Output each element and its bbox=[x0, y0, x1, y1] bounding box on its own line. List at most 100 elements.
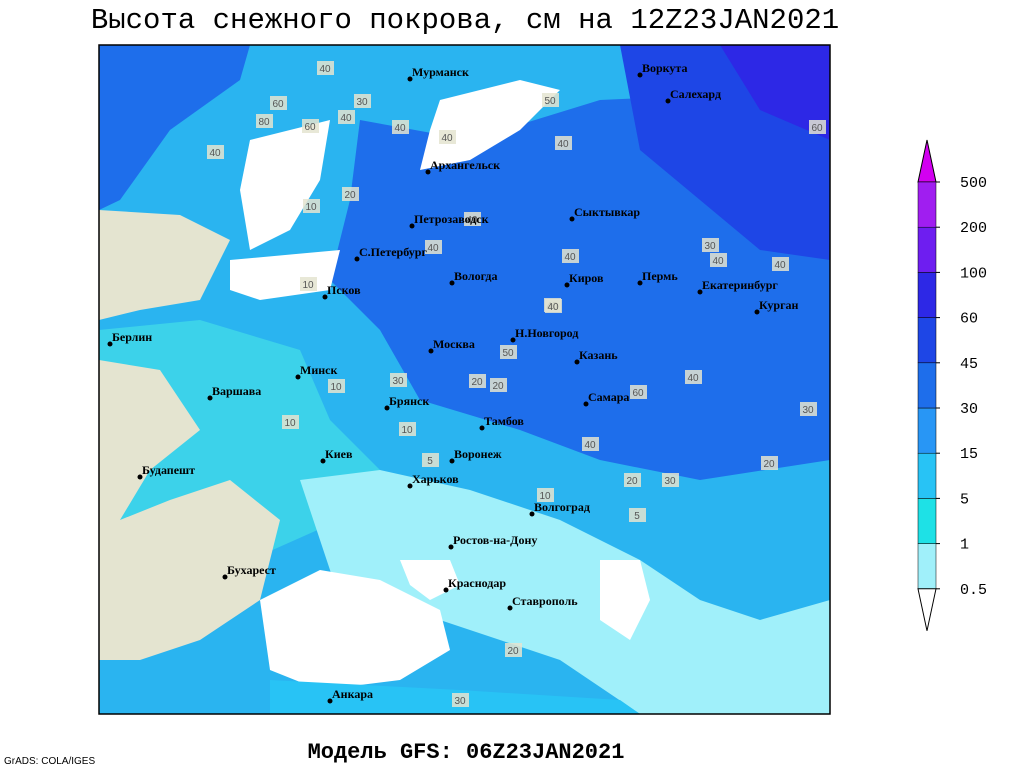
contour-label: 30 bbox=[802, 405, 814, 416]
contour-label-box bbox=[505, 643, 522, 657]
city-dot bbox=[407, 76, 413, 82]
contour-label: 40 bbox=[584, 440, 596, 451]
contour-label: 60 bbox=[272, 99, 284, 110]
contour-label: 10 bbox=[284, 418, 296, 429]
colorbar-label: 500 bbox=[960, 175, 987, 192]
contour-label: 60 bbox=[811, 123, 823, 134]
colorbar-bottom bbox=[917, 588, 937, 631]
contour-label-box bbox=[630, 385, 647, 399]
city-label: Пермь bbox=[642, 269, 678, 283]
contour-label: 40 bbox=[209, 148, 221, 159]
contour-label: 5 bbox=[427, 456, 433, 467]
city-label: Курган bbox=[759, 298, 799, 312]
colorbar-label: 45 bbox=[960, 356, 978, 373]
city-label: Москва bbox=[433, 337, 475, 351]
city-label: Бухарест bbox=[227, 563, 276, 577]
city-label: Псков bbox=[327, 283, 361, 297]
colorbar-band bbox=[917, 543, 937, 590]
city-dot bbox=[564, 282, 570, 288]
colorbar-label: 15 bbox=[960, 446, 978, 463]
city-label: Петрозаводск bbox=[414, 212, 489, 226]
colorbar-band bbox=[917, 407, 937, 454]
contour-label: 10 bbox=[539, 491, 551, 502]
city-dot bbox=[222, 574, 228, 580]
city-dot bbox=[107, 341, 113, 347]
city-label: Ставрополь bbox=[512, 594, 578, 608]
contour-label: 30 bbox=[392, 376, 404, 387]
contour-label-box bbox=[582, 437, 599, 451]
city-dot bbox=[697, 289, 703, 295]
contour-label-box bbox=[772, 257, 789, 271]
map-title: Высота снежного покрова, см на 12Z23JAN2… bbox=[91, 4, 839, 37]
contour-label-box bbox=[338, 110, 355, 124]
contour-label: 50 bbox=[544, 96, 556, 107]
contour-label: 40 bbox=[547, 302, 559, 313]
contour-label-box bbox=[542, 93, 559, 107]
contour-label: 40 bbox=[427, 243, 439, 254]
contour-label: 40 bbox=[687, 373, 699, 384]
contour-label: 50 bbox=[502, 348, 514, 359]
colorbar-band bbox=[917, 498, 937, 544]
colorbar-label: 0.5 bbox=[960, 582, 987, 599]
city-label: Вологда bbox=[454, 269, 498, 283]
city-label: Харьков bbox=[412, 472, 459, 486]
contour-label-box bbox=[399, 422, 416, 436]
contour-label: 40 bbox=[394, 123, 406, 134]
city-label: Тамбов bbox=[484, 414, 524, 428]
contour-label-box bbox=[624, 473, 641, 487]
contour-label-box bbox=[800, 402, 817, 416]
contour-label-box bbox=[256, 114, 273, 128]
contour-label: 40 bbox=[564, 252, 576, 263]
city-dot bbox=[384, 405, 390, 411]
city-label: Волгоград bbox=[534, 500, 590, 514]
city-label: Воронеж bbox=[454, 447, 502, 461]
contour-label-box bbox=[685, 370, 702, 384]
colorbar-band bbox=[917, 226, 937, 273]
colorbar-label: 30 bbox=[960, 401, 978, 418]
contour-label-box bbox=[354, 94, 371, 108]
black-sea bbox=[260, 570, 450, 690]
city-dot bbox=[428, 348, 434, 354]
contour-label-box bbox=[500, 345, 517, 359]
city-label: Краснодар bbox=[448, 576, 506, 590]
city-dot bbox=[569, 216, 575, 222]
city-dot bbox=[354, 256, 360, 262]
city-label: Мурманск bbox=[412, 65, 469, 79]
contour-label: 60 bbox=[632, 388, 644, 399]
city-label: Н.Новгород bbox=[515, 326, 578, 340]
city-label: Салехард bbox=[670, 87, 721, 101]
contour-label-box bbox=[562, 249, 579, 263]
contour-label-box bbox=[207, 145, 224, 159]
contour-label: 30 bbox=[664, 476, 676, 487]
city-dot bbox=[510, 337, 516, 343]
colorbar-label: 200 bbox=[960, 220, 987, 237]
colorbar-top bbox=[917, 139, 937, 183]
contour-label: 60 bbox=[304, 122, 316, 133]
map-frame bbox=[98, 44, 831, 715]
contour-label-box bbox=[761, 456, 778, 470]
contour-label: 30 bbox=[704, 241, 716, 252]
contour-label-box bbox=[303, 199, 320, 213]
city-label: Будапешт bbox=[142, 463, 195, 477]
city-dot bbox=[407, 483, 413, 489]
city-label: Минск bbox=[300, 363, 337, 377]
contour-label: 10 bbox=[401, 425, 413, 436]
contour-label: 20 bbox=[471, 377, 483, 388]
city-dot bbox=[322, 294, 328, 300]
city-label: Киров bbox=[569, 271, 604, 285]
city-label: Киев bbox=[325, 447, 353, 461]
contour-label-box bbox=[702, 238, 719, 252]
contour-label-box bbox=[662, 473, 679, 487]
baltic-sea bbox=[240, 120, 330, 250]
contour-label-box bbox=[317, 61, 334, 75]
contour-label: 40 bbox=[466, 215, 478, 226]
city-dot bbox=[637, 72, 643, 78]
contour-label: 40 bbox=[557, 139, 569, 150]
contour-label-box bbox=[537, 488, 554, 502]
contour-label: 20 bbox=[492, 381, 504, 392]
contour-label-box bbox=[302, 119, 319, 133]
city-label: Самара bbox=[588, 390, 629, 404]
contour-label: 20 bbox=[626, 476, 638, 487]
snow-deepest bbox=[720, 45, 830, 140]
colorbar-band bbox=[917, 181, 937, 228]
